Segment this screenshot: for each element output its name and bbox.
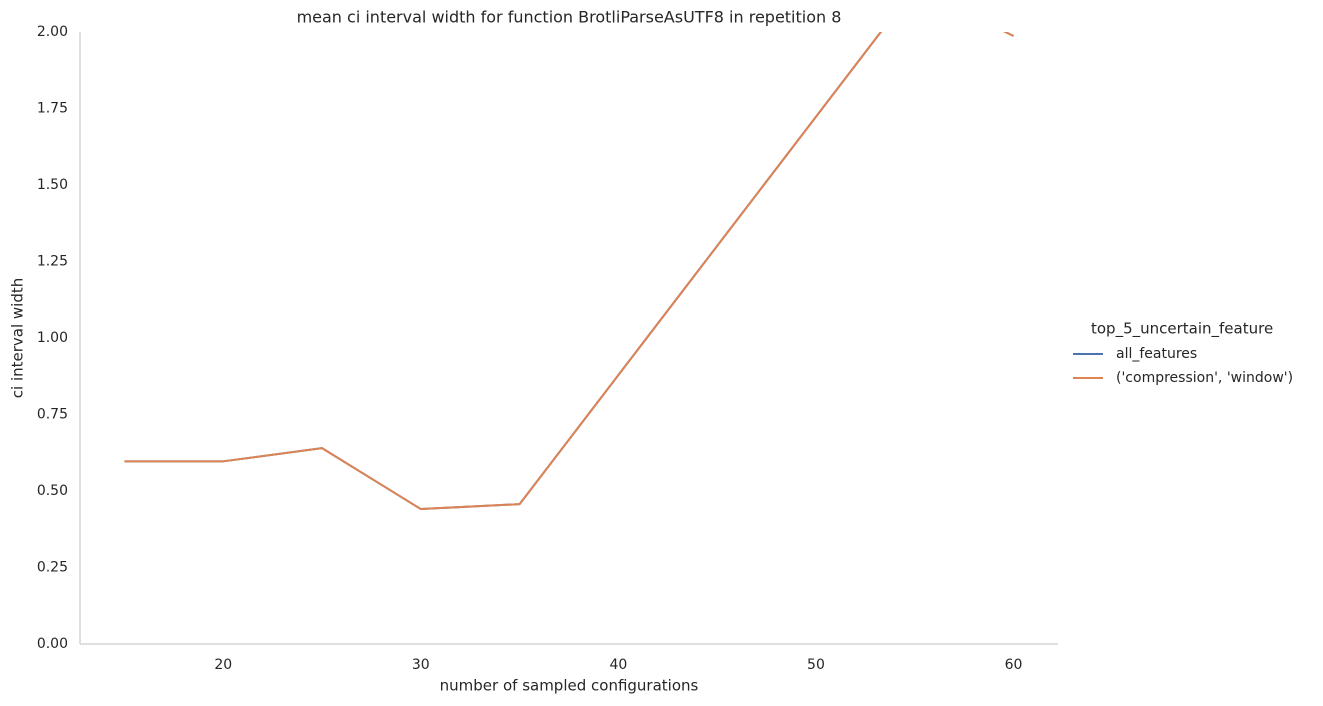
x-tick-label: 40 <box>609 657 627 673</box>
legend-label: all_features <box>1116 346 1197 362</box>
x-tick-label: 50 <box>807 657 825 673</box>
x-tick-label: 60 <box>1005 657 1023 673</box>
y-tick-label: 0.25 <box>37 560 68 576</box>
y-tick-label: 0.50 <box>37 483 68 499</box>
data-line <box>124 32 1014 511</box>
data-line <box>124 32 1014 511</box>
y-axis-label: ci interval width <box>9 278 27 398</box>
y-tick-label: 2.00 <box>37 24 68 40</box>
legend-label: ('compression', 'window') <box>1116 370 1293 386</box>
x-tick-label: 30 <box>412 657 430 673</box>
y-tick-label: 0.75 <box>37 407 68 423</box>
y-tick-label: 1.75 <box>37 101 68 117</box>
y-tick-label: 1.00 <box>37 330 68 346</box>
plot-area <box>124 32 1014 511</box>
x-tick-label: 20 <box>214 657 232 673</box>
chart-title: mean ci interval width for function Brot… <box>297 8 842 27</box>
y-tick-label: 1.25 <box>37 254 68 270</box>
x-axis-label: number of sampled configurations <box>440 677 699 695</box>
y-tick-label: 1.50 <box>37 177 68 193</box>
legend-title: top_5_uncertain_feature <box>1091 320 1273 339</box>
y-tick-label: 0.00 <box>37 636 68 652</box>
